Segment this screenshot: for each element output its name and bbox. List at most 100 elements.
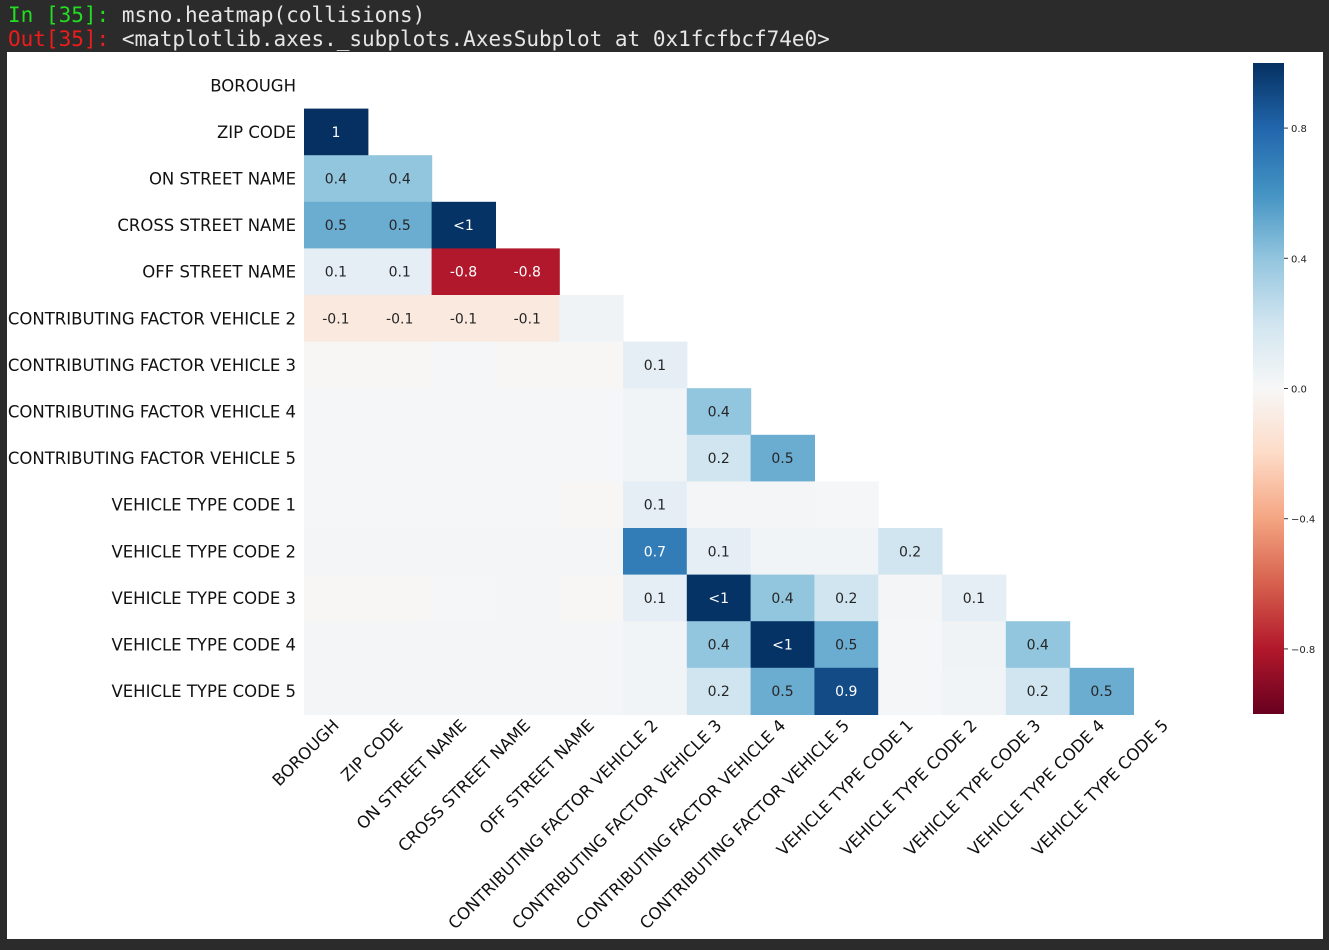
y-tick-label: CONTRIBUTING FACTOR VEHICLE 5 <box>8 449 296 468</box>
y-tick-label: CONTRIBUTING FACTOR VEHICLE 2 <box>8 309 296 328</box>
y-tick-label: VEHICLE TYPE CODE 4 <box>111 636 296 655</box>
heatmap-cell <box>431 341 496 389</box>
heatmap-cell <box>495 667 560 715</box>
heatmap-cell <box>495 295 560 343</box>
heatmap-cell <box>431 201 496 249</box>
heatmap-cell <box>814 574 879 622</box>
heatmap-cell <box>495 341 560 389</box>
heatmap-cell <box>559 481 624 529</box>
y-tick-label: OFF STREET NAME <box>142 263 296 282</box>
heatmap-chart: 1 0.4 0.4 0.5 0.5 <1 0.1 0.1 -0.8 -0.8 -0.1 -0.1 -0.… <box>8 63 1315 933</box>
heatmap-cell <box>623 434 688 482</box>
heatmap-cell <box>367 341 433 389</box>
heatmap-cell <box>495 248 560 296</box>
heatmap-cell <box>559 574 624 622</box>
heatmap-cell <box>367 481 433 529</box>
y-tick-label: VEHICLE TYPE CODE 3 <box>111 589 296 608</box>
x-tick-label: ON STREET NAME <box>353 716 470 833</box>
y-tick-label: VEHICLE TYPE CODE 1 <box>111 496 296 515</box>
heatmap-cell <box>686 621 752 669</box>
colorbar-tick-label: 0.4 <box>1291 254 1307 265</box>
input-line: In [35]: msno.heatmap(collisions) <box>8 3 425 27</box>
heatmap-cell <box>304 341 369 389</box>
heatmap-cell <box>942 667 1007 715</box>
heatmap-cell <box>623 621 688 669</box>
cell-annotation: 0.4 <box>708 405 730 421</box>
heatmap-cell <box>878 667 943 715</box>
heatmap-cell <box>814 528 879 576</box>
y-tick-label: ON STREET NAME <box>149 170 296 189</box>
y-tick-label: VEHICLE TYPE CODE 5 <box>111 682 296 701</box>
heatmap-cell <box>367 295 433 343</box>
heatmap-cell <box>304 621 369 669</box>
heatmap-cell <box>304 667 369 715</box>
cell-annotation: 0.7 <box>644 544 666 560</box>
heatmap-cell <box>686 528 752 576</box>
heatmap-cell <box>559 621 624 669</box>
heatmap-cell <box>623 388 688 436</box>
heatmap-cell <box>304 295 369 343</box>
heatmap-cell <box>431 621 496 669</box>
y-tick-label: VEHICLE TYPE CODE 2 <box>111 542 296 561</box>
out-prompt: Out[35]: <box>8 27 110 51</box>
y-tick-label: CONTRIBUTING FACTOR VEHICLE 3 <box>8 356 296 375</box>
cell-annotation: 0.1 <box>708 544 730 560</box>
cell-annotation: 0.4 <box>1027 638 1049 654</box>
heatmap-cell <box>304 248 369 296</box>
heatmap-cell <box>750 667 815 715</box>
heatmap-cell <box>686 434 752 482</box>
heatmap-cell <box>495 434 560 482</box>
heatmap-cell <box>814 621 879 669</box>
heatmap-cell <box>942 621 1007 669</box>
heatmap-cell <box>686 574 752 622</box>
cell-annotation: 0.1 <box>644 498 666 514</box>
output-text: <matplotlib.axes._subplots.AxesSubplot a… <box>121 27 830 51</box>
cell-annotation: 0.2 <box>708 451 730 467</box>
y-tick-label: CROSS STREET NAME <box>117 216 296 235</box>
heatmap-cell <box>367 388 433 436</box>
heatmap-cell <box>750 621 815 669</box>
cell-annotation: 0.1 <box>325 265 347 281</box>
heatmap-cell <box>1005 667 1071 715</box>
heatmap-cell <box>559 341 624 389</box>
heatmap-cell <box>304 201 369 249</box>
cell-annotation: 0.9 <box>835 684 857 700</box>
heatmap-cell <box>878 621 943 669</box>
heatmap-cell <box>495 574 560 622</box>
colorbar-tick-label: −0.4 <box>1291 515 1315 526</box>
heatmap-cell <box>304 528 369 576</box>
heatmap-cell <box>1005 621 1071 669</box>
heatmap-cell <box>750 528 815 576</box>
heatmap-cell <box>750 481 815 529</box>
heatmap-cell <box>367 434 433 482</box>
heatmap-cell <box>559 528 624 576</box>
colorbar-tick-label: −0.8 <box>1291 645 1315 656</box>
cell-annotation: -0.1 <box>322 311 349 327</box>
heatmap-cell <box>750 574 815 622</box>
cell-annotation: -0.8 <box>450 265 477 281</box>
heatmap-cell <box>623 667 688 715</box>
heatmap-cell <box>431 574 496 622</box>
cell-annotation: 0.5 <box>771 451 793 467</box>
heatmap-cell <box>367 248 433 296</box>
heatmap-cell <box>431 481 496 529</box>
x-tick-label: OFF STREET NAME <box>476 716 598 838</box>
heatmap-cell <box>367 528 433 576</box>
heatmap-cell <box>878 528 943 576</box>
cell-annotation: 0.4 <box>708 638 730 654</box>
heatmap-cell <box>686 667 752 715</box>
heatmap-cell <box>559 388 624 436</box>
heatmap-cell <box>686 481 752 529</box>
cell-annotation: -0.1 <box>450 311 477 327</box>
cell-annotation: 0.5 <box>771 684 793 700</box>
heatmap-cell <box>878 574 943 622</box>
heatmap-cell <box>304 434 369 482</box>
cell-annotation: 0.1 <box>963 591 985 607</box>
heatmap-cell <box>559 295 624 343</box>
cell-annotation: <1 <box>453 218 474 234</box>
y-tick-label: BOROUGH <box>210 76 296 95</box>
input-code[interactable]: msno.heatmap(collisions) <box>121 3 426 27</box>
heatmap-cell <box>304 481 369 529</box>
heatmap-cell <box>367 667 433 715</box>
heatmap-cell <box>623 574 688 622</box>
